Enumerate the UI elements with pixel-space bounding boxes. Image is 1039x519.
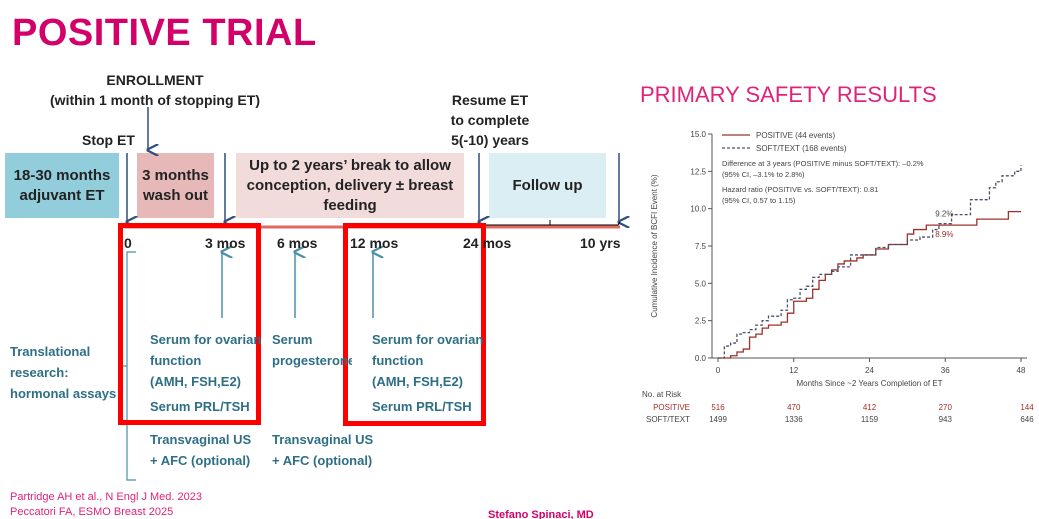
series-line-soft-text bbox=[718, 165, 1022, 359]
annotation: Difference at 3 years (POSITIVE minus SO… bbox=[722, 159, 924, 168]
tick-0: 0 bbox=[124, 235, 132, 251]
phase-washout: 3 months wash out bbox=[137, 153, 214, 218]
highlight-box-3mos bbox=[118, 223, 261, 425]
line: (AMH, FSH,E2) bbox=[372, 374, 463, 389]
risk-table-header: No. at Risk bbox=[642, 390, 682, 399]
tick-10yrs: 10 yrs bbox=[580, 235, 621, 251]
enrollment-label: ENROLLMENT (within 1 month of stopping E… bbox=[40, 70, 270, 110]
assay-3mos-us: Transvaginal US + AFC (optional) bbox=[150, 429, 251, 471]
y-tick-label: 2.5 bbox=[695, 317, 707, 326]
line: Serum for ovarian bbox=[150, 332, 262, 347]
line: Serum for ovarian bbox=[372, 332, 484, 347]
y-tick-label: 10.0 bbox=[690, 205, 706, 214]
reference: Partridge AH et al., N Engl J Med. 2023 bbox=[10, 491, 202, 503]
legend-label: SOFT/TEXT (168 events) bbox=[756, 144, 847, 153]
annotation: Hazard ratio (POSITIVE vs. SOFT/TEXT): 0… bbox=[722, 185, 878, 194]
series-line-positive bbox=[718, 211, 1021, 359]
resume-line: 5(-10) years bbox=[451, 132, 529, 148]
phase-break: Up to 2 years’ break to allow conception… bbox=[236, 153, 464, 218]
highlight-box-12mos bbox=[343, 223, 486, 426]
y-axis-label: Cumulative Incidence of BCFI Event (%) bbox=[650, 174, 659, 318]
reference: Peccatori FA, ESMO Breast 2025 bbox=[10, 506, 174, 518]
translational-label: Translational research: hormonal assays bbox=[10, 341, 116, 404]
phase-adjuvant-et: 18-30 months adjuvant ET bbox=[5, 153, 119, 218]
resume-line: Resume ET bbox=[451, 92, 529, 108]
enrollment-title: ENROLLMENT bbox=[106, 72, 204, 88]
line: + AFC (optional) bbox=[272, 453, 373, 468]
km-chart: 0 12 24 36 48 0.0 2.5 5.0 7.5 10.0 12.5 15.0 Months … bbox=[642, 130, 1034, 424]
risk-row-label: SOFT/TEXT bbox=[646, 415, 690, 424]
line: + AFC (optional) bbox=[150, 453, 251, 468]
line: Transvaginal US bbox=[150, 432, 252, 447]
assay-12mos-prl: Serum PRL/TSH bbox=[372, 399, 472, 414]
line: function bbox=[150, 353, 202, 368]
point-label: 9.2% bbox=[935, 210, 953, 219]
y-tick-label: 15.0 bbox=[690, 130, 706, 139]
risk-value: 144 bbox=[1020, 403, 1034, 412]
y-tick-label: 12.5 bbox=[690, 167, 706, 176]
assay-12mos-serum: Serum for ovarian function (AMH, FSH,E2) bbox=[372, 329, 483, 392]
tick-12mos: 12 mos bbox=[350, 235, 399, 251]
risk-value: 412 bbox=[863, 403, 877, 412]
assay-6mos-us: Transvaginal US + AFC (optional) bbox=[272, 429, 373, 471]
tick-3mos: 3 mos bbox=[205, 235, 246, 251]
author: Stefano Spinaci, MD bbox=[488, 509, 594, 519]
risk-value: 1336 bbox=[785, 415, 803, 424]
annotation: (95% CI, 0.57 to 1.15) bbox=[722, 196, 796, 205]
legend-label: POSITIVE (44 events) bbox=[756, 131, 835, 140]
line: hormonal assays bbox=[10, 386, 117, 401]
y-tick-label: 7.5 bbox=[695, 242, 707, 251]
risk-value: 943 bbox=[939, 415, 953, 424]
resume-line: to complete bbox=[450, 112, 530, 128]
tick-6mos: 6 mos bbox=[277, 235, 318, 251]
y-tick-label: 0.0 bbox=[695, 354, 707, 363]
risk-row-label: POSITIVE bbox=[653, 403, 690, 412]
assay-6mos-serum: Serum progesterone bbox=[272, 329, 352, 371]
chart-section-title: PRIMARY SAFETY RESULTS bbox=[640, 82, 937, 107]
y-tick-label: 5.0 bbox=[695, 279, 707, 288]
line: Translational bbox=[10, 344, 91, 359]
risk-value: 646 bbox=[1020, 415, 1034, 424]
risk-value: 1159 bbox=[861, 415, 879, 424]
phase-follow-up: Follow up bbox=[489, 153, 606, 218]
annotation: (95% CI, –3.1% to 2.8%) bbox=[722, 170, 805, 179]
resume-et-label: Resume ET to complete 5(-10) years bbox=[430, 90, 550, 150]
risk-value: 1499 bbox=[709, 415, 727, 424]
line: Serum bbox=[272, 332, 313, 347]
line: research: bbox=[10, 365, 69, 380]
x-tick-label: 48 bbox=[1017, 366, 1026, 375]
line: function bbox=[372, 353, 424, 368]
risk-value: 270 bbox=[939, 403, 953, 412]
assay-3mos-serum: Serum for ovarian function (AMH, FSH,E2) bbox=[150, 329, 261, 392]
risk-value: 516 bbox=[711, 403, 725, 412]
x-tick-label: 24 bbox=[865, 366, 874, 375]
assay-3mos-prl: Serum PRL/TSH bbox=[150, 399, 250, 414]
point-label: 8.9% bbox=[935, 230, 953, 239]
enrollment-note: (within 1 month of stopping ET) bbox=[50, 92, 260, 108]
references: Partridge AH et al., N Engl J Med. 2023 … bbox=[10, 490, 202, 519]
x-tick-label: 12 bbox=[789, 366, 798, 375]
line: (AMH, FSH,E2) bbox=[150, 374, 241, 389]
x-tick-label: 36 bbox=[941, 366, 950, 375]
stop-et-label: Stop ET bbox=[82, 132, 135, 148]
slide-title: POSITIVE TRIAL bbox=[12, 12, 317, 54]
line: Transvaginal US bbox=[272, 432, 374, 447]
x-axis-label: Months Since ~2 Years Completion of ET bbox=[796, 379, 942, 388]
tick-24mos: 24 mos bbox=[463, 235, 512, 251]
line: progesterone bbox=[272, 353, 352, 368]
risk-value: 470 bbox=[787, 403, 801, 412]
x-tick-label: 0 bbox=[716, 366, 721, 375]
